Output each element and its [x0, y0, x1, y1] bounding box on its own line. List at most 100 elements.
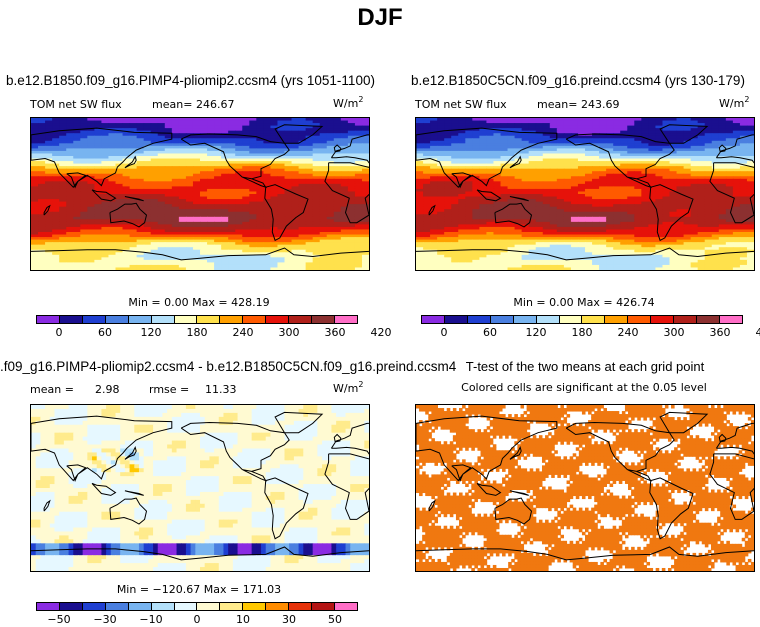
- map-cell: [528, 176, 537, 180]
- map-cell: [493, 120, 502, 124]
- map-cell: [521, 219, 530, 223]
- map-cell: [500, 196, 509, 200]
- map-cell: [451, 204, 459, 208]
- map-cell: [620, 221, 628, 225]
- map-cell: [451, 123, 459, 127]
- map-cell: [256, 181, 264, 185]
- map-cell: [416, 209, 424, 213]
- map-cell: [718, 123, 727, 127]
- map-cell: [606, 120, 614, 124]
- map-cell: [73, 118, 81, 122]
- map-cell: [437, 196, 445, 200]
- map-cell: [136, 161, 145, 165]
- map-cell: [59, 183, 67, 187]
- map-cell: [305, 221, 314, 225]
- map-cell: [521, 171, 530, 175]
- map-cell: [669, 158, 678, 162]
- map-cell: [235, 196, 243, 200]
- map-cell: [606, 130, 614, 134]
- map-cell: [711, 191, 720, 195]
- map-cell: [200, 153, 208, 157]
- map-cell: [613, 194, 621, 198]
- map-cell: [704, 176, 713, 180]
- map-cell: [305, 264, 314, 269]
- map-cell: [122, 226, 131, 231]
- map-cell: [150, 188, 159, 193]
- map-cell: [150, 125, 159, 129]
- map-cell: [479, 191, 488, 195]
- map-cell: [291, 221, 300, 225]
- map-cell: [242, 145, 250, 149]
- map-cell: [31, 259, 39, 263]
- map-cell: [319, 156, 328, 160]
- map-cell: [136, 145, 145, 149]
- map-cell: [542, 145, 551, 149]
- map-cell: [221, 219, 229, 223]
- map-cell: [312, 148, 321, 152]
- map-cell: [319, 264, 328, 269]
- map-cell: [528, 171, 537, 175]
- map-cell: [556, 130, 565, 134]
- map-cell: [122, 123, 131, 127]
- map-cell: [472, 168, 480, 172]
- map-cell: [305, 234, 314, 238]
- map-cell: [416, 216, 424, 220]
- map-cell: [178, 120, 187, 124]
- map-cell: [122, 168, 131, 172]
- map-cell: [416, 140, 424, 144]
- map-cell: [157, 191, 166, 195]
- map-cell: [185, 232, 194, 236]
- map-cell: [648, 140, 657, 144]
- map-cell: [549, 206, 558, 210]
- map-cell: [185, 181, 194, 185]
- map-cell: [115, 234, 124, 238]
- map-cell: [458, 221, 466, 225]
- map-cell: [129, 135, 138, 139]
- map-cell: [690, 161, 699, 165]
- map-cell: [585, 188, 593, 193]
- map-cell: [514, 140, 523, 144]
- map-cell: [256, 234, 264, 238]
- map-cell: [704, 211, 713, 215]
- map-cell: [592, 133, 600, 137]
- map-cell: [333, 168, 342, 172]
- map-cell: [535, 130, 544, 134]
- map-cell: [620, 145, 628, 149]
- map-cell: [606, 135, 614, 139]
- map-cell: [87, 216, 95, 220]
- map-cell: [52, 118, 60, 122]
- map-cell: [606, 171, 614, 175]
- map-cell: [164, 209, 173, 213]
- map-cell: [704, 206, 713, 210]
- map-cell: [228, 183, 236, 187]
- map-cell: [108, 194, 117, 198]
- map-cell: [472, 171, 480, 175]
- map-cell: [157, 186, 166, 190]
- map-cell: [66, 206, 74, 210]
- map-cell: [648, 148, 657, 152]
- map-cell: [746, 224, 754, 228]
- map-cell: [613, 211, 621, 215]
- map-cell: [333, 242, 342, 246]
- map-cell: [136, 216, 145, 220]
- map-cell: [570, 120, 579, 124]
- map-cell: [136, 242, 145, 246]
- map-cell: [171, 161, 180, 165]
- map-cell: [178, 143, 187, 147]
- map-cell: [157, 143, 166, 147]
- map-cell: [634, 214, 642, 218]
- map-cell: [627, 133, 635, 137]
- map-cell: [31, 194, 39, 198]
- map-cell: [178, 209, 187, 213]
- map-cell: [451, 183, 459, 187]
- map-cell: [143, 156, 152, 160]
- map-cell: [507, 161, 516, 165]
- map-cell: [80, 128, 88, 132]
- map-cell: [648, 219, 657, 223]
- map-cell: [592, 130, 600, 134]
- map-cell: [80, 196, 88, 200]
- map-cell: [185, 140, 194, 144]
- map-cell: [430, 156, 438, 160]
- map-cell: [662, 166, 671, 170]
- map-cell: [690, 133, 699, 137]
